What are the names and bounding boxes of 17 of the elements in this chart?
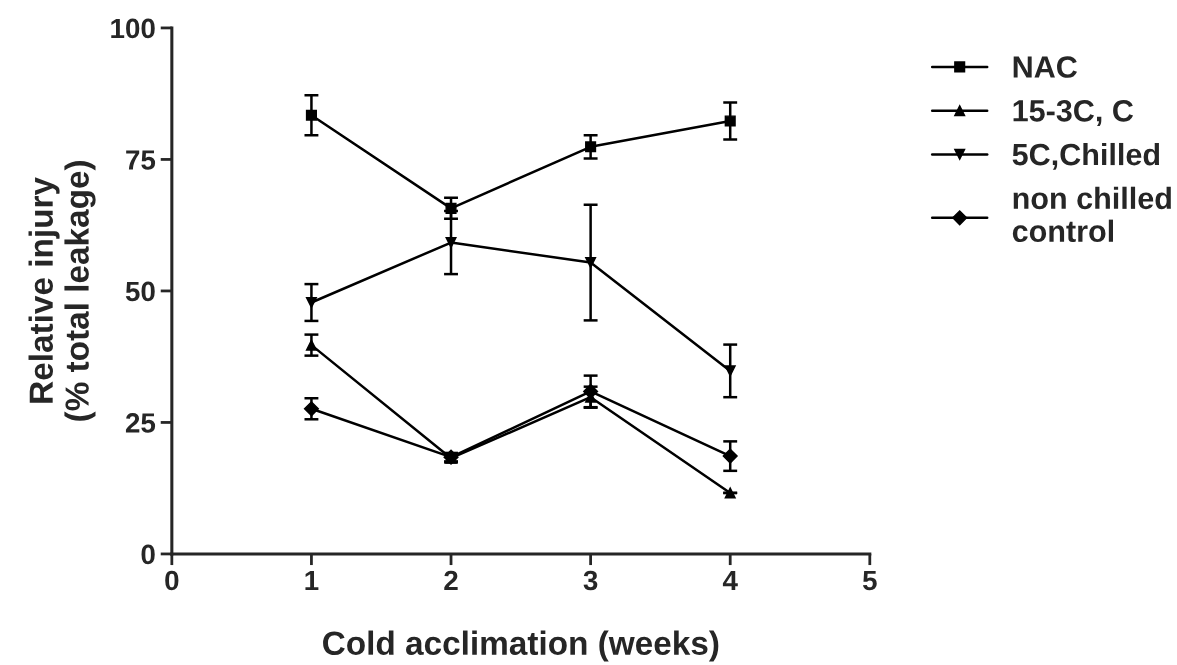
y-tick-label: 100: [111, 18, 155, 39]
x-tick-label: 3: [583, 570, 598, 591]
y-tick-label: 0: [141, 544, 155, 565]
legend-label: NAC: [1013, 56, 1078, 78]
legend-label: 5C,Chilled: [1012, 142, 1160, 170]
x-tick-label: 5: [862, 570, 877, 591]
x-tick-label: 4: [722, 570, 738, 591]
y-tick-label: 50: [125, 281, 155, 302]
x-tick-label: 1: [305, 570, 319, 591]
legend-label: 15-3C, C: [1013, 100, 1134, 127]
y-tick-label: 75: [126, 150, 156, 170]
y-axis-title: Relative injury (% total leakage): [28, 161, 96, 421]
x-axis-title: Cold acclimation (weeks): [323, 630, 719, 662]
y-tick-label: 25: [125, 413, 156, 433]
legend-label: non chilled control: [1012, 186, 1171, 243]
x-tick-label: 0: [165, 570, 179, 591]
x-tick-label: 2: [444, 570, 458, 591]
